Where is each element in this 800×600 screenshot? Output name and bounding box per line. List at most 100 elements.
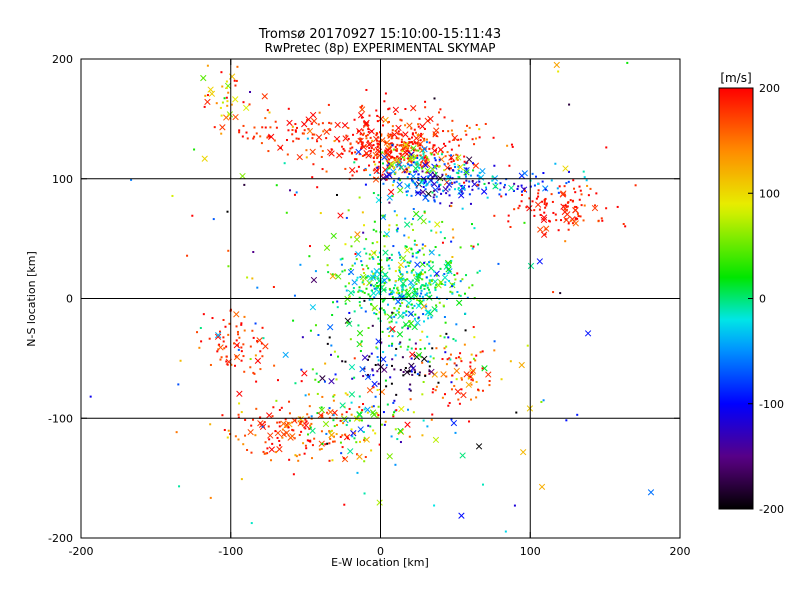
data-point-cross (448, 154, 455, 161)
data-point-cross (233, 353, 241, 361)
data-point (377, 142, 380, 145)
data-point (417, 273, 420, 276)
data-point (409, 298, 412, 301)
data-point (233, 79, 236, 82)
data-point (396, 286, 399, 289)
data-point (445, 375, 448, 378)
data-point (261, 424, 264, 427)
data-point (356, 276, 359, 279)
data-point-cross (392, 106, 400, 113)
data-point-cross (409, 351, 416, 358)
data-point (544, 197, 547, 200)
data-point (361, 211, 364, 214)
data-point (545, 204, 548, 207)
data-point (348, 407, 351, 410)
data-point (364, 167, 367, 170)
data-point (457, 169, 460, 172)
data-point (318, 448, 321, 451)
data-point (309, 426, 312, 429)
data-point (252, 418, 255, 421)
data-point (399, 296, 402, 299)
data-point-cross (438, 156, 445, 163)
data-point (393, 315, 396, 318)
data-point (308, 255, 311, 258)
data-point (314, 378, 317, 381)
data-point (460, 378, 463, 381)
data-point (370, 303, 373, 306)
data-point (357, 324, 360, 327)
data-point (464, 173, 467, 176)
data-point (375, 346, 378, 349)
data-point (411, 255, 414, 258)
data-point (384, 92, 387, 95)
data-point (433, 200, 436, 203)
data-point-cross (366, 140, 374, 147)
data-point (419, 154, 422, 157)
data-point (371, 139, 374, 142)
data-point (403, 324, 406, 327)
data-point (376, 370, 379, 373)
data-point (429, 283, 432, 286)
y-tick-label: -100 (48, 412, 73, 425)
data-point (396, 143, 399, 146)
data-point (478, 269, 481, 272)
data-point (394, 313, 397, 316)
data-point (300, 420, 303, 423)
data-point-cross (355, 148, 362, 156)
data-point (414, 157, 417, 160)
data-point (240, 478, 243, 481)
data-point-cross (424, 309, 431, 316)
data-point (287, 107, 290, 110)
data-point (368, 257, 371, 260)
data-point (428, 291, 431, 294)
colorbar-tick-label: 100 (759, 187, 780, 200)
data-point (428, 279, 431, 282)
data-point (220, 132, 223, 135)
data-point (411, 132, 414, 135)
data-point (582, 170, 585, 173)
data-point-cross (403, 221, 411, 228)
data-point (357, 290, 360, 293)
data-point (426, 284, 429, 287)
data-point (403, 158, 406, 161)
data-point (517, 185, 520, 188)
data-point (395, 347, 398, 350)
data-point (396, 155, 399, 158)
data-point (303, 129, 306, 132)
data-point-cross (376, 152, 383, 159)
data-point (407, 236, 410, 239)
data-point (413, 141, 416, 144)
data-point (376, 389, 379, 392)
data-point (302, 132, 305, 135)
data-point (419, 287, 422, 290)
data-point (486, 196, 489, 199)
data-point (261, 355, 264, 358)
data-point (407, 408, 410, 411)
data-point (328, 128, 331, 131)
y-tick-label: 100 (52, 173, 73, 186)
data-point (410, 370, 413, 373)
data-point (406, 190, 409, 193)
data-point (376, 139, 379, 142)
data-point (378, 443, 381, 446)
data-point (263, 452, 266, 455)
data-point (399, 256, 402, 259)
data-point (400, 138, 403, 141)
data-point (223, 347, 226, 350)
data-point (196, 331, 199, 334)
data-point (193, 148, 196, 151)
data-point (305, 447, 308, 450)
data-point (468, 286, 471, 289)
data-point (407, 370, 410, 373)
data-point (448, 140, 451, 143)
data-point (330, 353, 333, 356)
data-point (413, 317, 416, 320)
data-point (605, 207, 608, 210)
data-point (493, 340, 496, 343)
data-point (425, 138, 428, 141)
data-point (206, 64, 209, 67)
data-point (405, 310, 408, 313)
data-point (404, 107, 407, 110)
data-point (387, 258, 390, 261)
